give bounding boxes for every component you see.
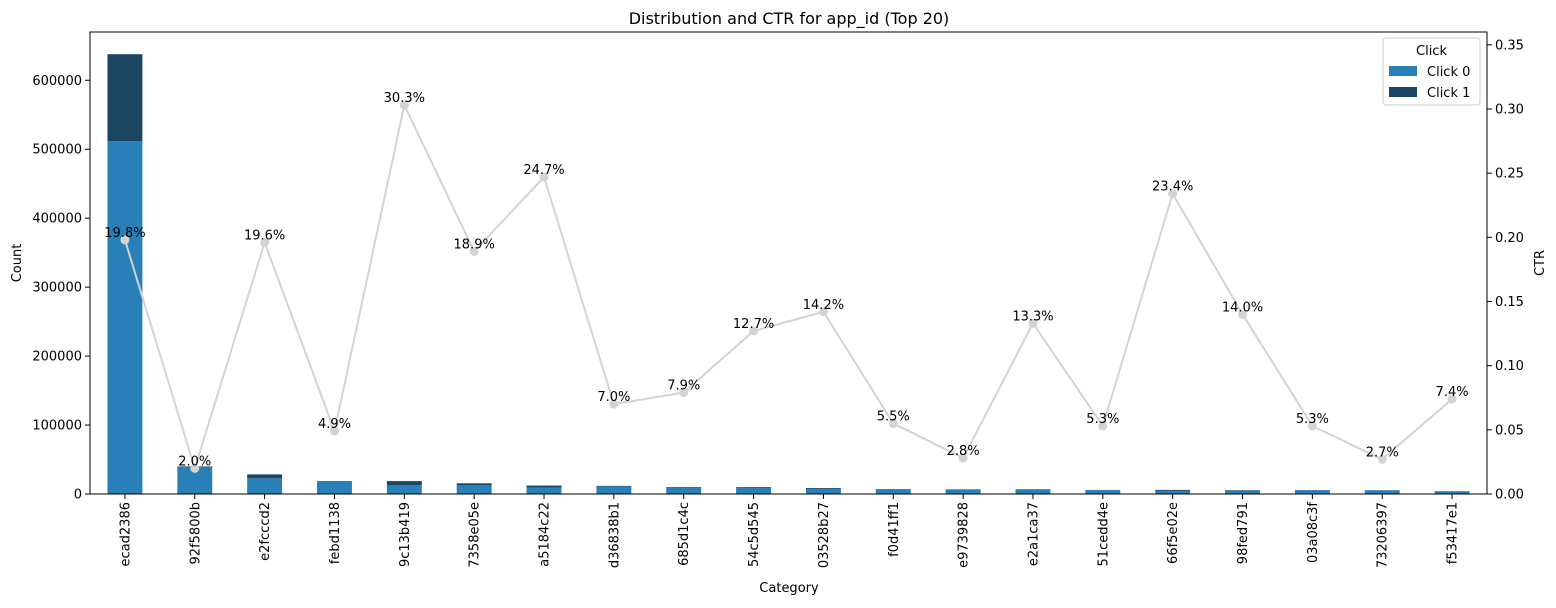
bar-click1-98fed791 bbox=[1225, 490, 1260, 491]
ctr-label-febd1138: 4.9% bbox=[318, 417, 351, 432]
ctr-label-f53417e1: 7.4% bbox=[1436, 385, 1469, 400]
bar-click0-685d1c4c bbox=[666, 488, 701, 494]
bar-click0-e2a1ca37 bbox=[1016, 490, 1051, 494]
ctr-label-d36838b1: 7.0% bbox=[597, 390, 630, 405]
y-tick-label: 200000 bbox=[32, 350, 82, 365]
ctr-label-e2a1ca37: 13.3% bbox=[1012, 309, 1053, 324]
bar-click1-7358e05e bbox=[457, 483, 492, 485]
bar-click0-9c13b419 bbox=[387, 485, 422, 494]
y-tick-label: 400000 bbox=[32, 212, 82, 227]
ctr-label-54c5d545: 12.7% bbox=[733, 317, 774, 332]
y2-tick-label: 0.10 bbox=[1495, 359, 1524, 374]
ctr-label-9c13b419: 30.3% bbox=[384, 91, 425, 106]
bar-click1-03528b27 bbox=[806, 488, 841, 489]
bar-click0-51cedd4e bbox=[1085, 490, 1120, 494]
ctr-label-92f5800b: 2.0% bbox=[178, 454, 211, 469]
x-tick-label-685d1c4c: 685d1c4c bbox=[677, 502, 692, 566]
x-tick-label-e9739828: e9739828 bbox=[957, 502, 972, 568]
bar-click0-d36838b1 bbox=[596, 486, 631, 494]
x-tick-label-03528b27: 03528b27 bbox=[817, 502, 832, 568]
x-tick-label-92f5800b: 92f5800b bbox=[188, 502, 203, 564]
plot-frame bbox=[90, 32, 1487, 494]
legend-swatch-1 bbox=[1389, 87, 1417, 97]
legend-label-1: Click 1 bbox=[1427, 86, 1470, 101]
y-tick-label: 500000 bbox=[32, 143, 82, 158]
x-axis-label: Category bbox=[759, 581, 819, 596]
y-tick-label: 100000 bbox=[32, 419, 82, 434]
y2-axis-label: CTR bbox=[1533, 250, 1548, 276]
bar-click0-ecad2386 bbox=[107, 141, 142, 494]
y-tick-label: 600000 bbox=[32, 74, 82, 89]
bar-click0-febd1138 bbox=[317, 482, 352, 494]
legend-swatch-0 bbox=[1389, 66, 1417, 76]
y2-tick-label: 0.05 bbox=[1495, 423, 1524, 438]
ctr-label-03528b27: 14.2% bbox=[803, 298, 844, 313]
y-tick-label: 0 bbox=[74, 488, 82, 503]
bar-click0-e2fcccd2 bbox=[247, 478, 282, 494]
ctr-label-7358e05e: 18.9% bbox=[454, 237, 495, 252]
bar-click0-e9739828 bbox=[946, 489, 981, 494]
bar-click1-66f5e02e bbox=[1155, 490, 1190, 491]
x-tick-label-51cedd4e: 51cedd4e bbox=[1096, 502, 1111, 566]
ctr-label-ecad2386: 19.8% bbox=[104, 226, 145, 241]
x-tick-label-e2a1ca37: e2a1ca37 bbox=[1026, 502, 1041, 566]
y2-tick-label: 0.15 bbox=[1495, 295, 1524, 310]
bar-click1-ecad2386 bbox=[107, 54, 142, 141]
y-axis-label: Count bbox=[10, 244, 25, 283]
y-tick-label: 300000 bbox=[32, 281, 82, 296]
x-tick-label-73206397: 73206397 bbox=[1376, 502, 1391, 568]
bar-click0-f0d41ff1 bbox=[876, 489, 911, 494]
bar-click1-e2fcccd2 bbox=[247, 474, 282, 478]
bar-click1-54c5d545 bbox=[736, 487, 771, 488]
legend-title: Click bbox=[1416, 44, 1447, 59]
ctr-label-73206397: 2.7% bbox=[1366, 445, 1399, 460]
y2-tick-label: 0.20 bbox=[1495, 231, 1524, 246]
bar-click0-03a08c3f bbox=[1295, 490, 1330, 494]
ctr-label-51cedd4e: 5.3% bbox=[1086, 412, 1119, 427]
x-tick-label-f53417e1: f53417e1 bbox=[1446, 502, 1461, 564]
bar-click1-febd1138 bbox=[317, 481, 352, 482]
y2-tick-label: 0.25 bbox=[1495, 167, 1524, 182]
x-tick-label-a5184c22: a5184c22 bbox=[538, 502, 553, 567]
legend-label-0: Click 0 bbox=[1427, 65, 1470, 80]
ctr-label-03a08c3f: 5.3% bbox=[1296, 412, 1329, 427]
x-tick-label-98fed791: 98fed791 bbox=[1236, 502, 1251, 564]
x-tick-label-54c5d545: 54c5d545 bbox=[747, 502, 762, 567]
x-tick-label-7358e05e: 7358e05e bbox=[468, 502, 483, 568]
bar-click0-54c5d545 bbox=[736, 488, 771, 494]
x-tick-label-febd1138: febd1138 bbox=[328, 502, 343, 564]
ctr-label-98fed791: 14.0% bbox=[1222, 300, 1263, 315]
chart-title: Distribution and CTR for app_id (Top 20) bbox=[629, 9, 950, 29]
ctr-label-a5184c22: 24.7% bbox=[523, 163, 564, 178]
ctr-label-685d1c4c: 7.9% bbox=[667, 379, 700, 394]
x-tick-label-e2fcccd2: e2fcccd2 bbox=[258, 502, 273, 561]
y2-tick-label: 0.35 bbox=[1495, 38, 1524, 53]
bar-click0-7358e05e bbox=[457, 485, 492, 494]
legend: Click Click 0 Click 1 bbox=[1383, 38, 1480, 105]
bar-click1-a5184c22 bbox=[527, 486, 562, 488]
x-tick-label-ecad2386: ecad2386 bbox=[118, 502, 133, 566]
bar-click1-9c13b419 bbox=[387, 481, 422, 485]
bar-click0-73206397 bbox=[1365, 490, 1400, 494]
bar-click1-d36838b1 bbox=[596, 486, 631, 487]
ctr-label-e2fcccd2: 19.6% bbox=[244, 228, 285, 243]
x-tick-label-03a08c3f: 03a08c3f bbox=[1306, 502, 1321, 563]
bar-click1-e2a1ca37 bbox=[1016, 489, 1051, 490]
y2-tick-label: 0.00 bbox=[1495, 488, 1524, 503]
x-tick-label-66f5e02e: 66f5e02e bbox=[1166, 502, 1181, 564]
ctr-line bbox=[125, 105, 1452, 468]
bar-click0-a5184c22 bbox=[527, 488, 562, 494]
x-tick-label-d36838b1: d36838b1 bbox=[607, 502, 622, 568]
x-tick-label-9c13b419: 9c13b419 bbox=[398, 502, 413, 567]
x-tick-label-f0d41ff1: f0d41ff1 bbox=[887, 502, 902, 557]
bar-click1-685d1c4c bbox=[666, 487, 701, 488]
bar-click0-03528b27 bbox=[806, 489, 841, 494]
ctr-label-66f5e02e: 23.4% bbox=[1152, 180, 1193, 195]
ctr-label-f0d41ff1: 5.5% bbox=[877, 409, 910, 424]
ctr-label-e9739828: 2.8% bbox=[947, 444, 980, 459]
y2-tick-label: 0.30 bbox=[1495, 103, 1524, 118]
